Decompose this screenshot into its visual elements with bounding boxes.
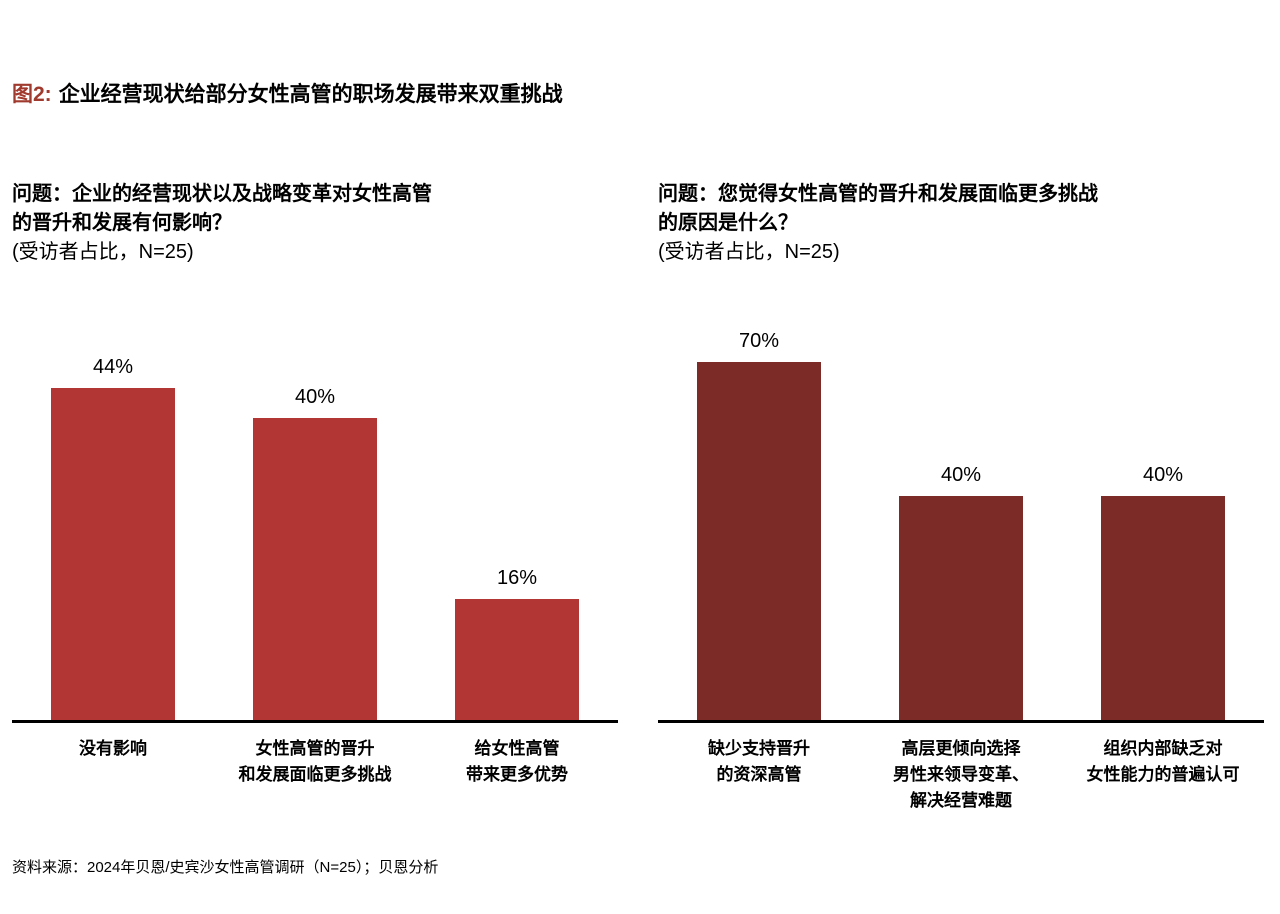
bar-slot: 40%: [860, 328, 1062, 720]
category-label: 给女性高管带来更多优势: [416, 736, 618, 788]
category-label: 女性高管的晋升 和发展面临更多挑战: [214, 736, 416, 788]
bar-slot: 40%: [1062, 328, 1264, 720]
category-labels-right: 缺少支持晋升 的资深高管 高层更倾向选择 男性来领导变革、 解决经营难题 组织内部缺乏对女…: [658, 736, 1264, 814]
category-label: 高层更倾向选择 男性来领导变革、 解决经营难题: [860, 736, 1062, 814]
source-note: 资料来源：2024年贝恩/史宾沙女性高管调研（N=25）；贝恩分析: [12, 859, 439, 876]
question-title-right: 问题：您觉得女性高管的晋升和发展面临更多挑战 的原因是什么？: [658, 180, 1264, 238]
plot-area-left: 44% 40% 16%: [12, 328, 618, 720]
figure-title: 图2: 企业经营现状给部分女性高管的职场发展带来双重挑战: [12, 82, 1264, 108]
category-label-line: 的资深高管: [716, 765, 802, 784]
bar-slot: 70%: [658, 328, 860, 720]
bar-slot: 40%: [214, 328, 416, 720]
figure-number: 图2:: [12, 83, 52, 106]
question-line: 的晋升和发展有何影响？: [12, 212, 232, 234]
question-line: 的原因是什么？: [658, 212, 798, 234]
respondent-note-left: (受访者占比，N=25): [12, 241, 194, 263]
bar: [455, 599, 579, 720]
category-label-line: 带来更多优势: [466, 765, 568, 784]
bar-slot: 16%: [416, 328, 618, 720]
bar-value-label: 70%: [738, 330, 780, 352]
bar-slot: 44%: [12, 328, 214, 720]
category-label-line: 给女性高管: [474, 739, 560, 758]
bar: [1101, 496, 1225, 720]
question-line: 问题：您觉得女性高管的晋升和发展面临更多挑战: [658, 183, 1098, 205]
category-label-line: 女性高管的晋升: [255, 739, 375, 758]
bar-value-label: 16%: [496, 567, 538, 590]
category-label-line: 没有影响: [79, 739, 147, 758]
category-label-line: 解决经营难题: [910, 791, 1012, 810]
bar-value-label: 40%: [1142, 464, 1184, 486]
category-label-line: 缺少支持晋升: [708, 739, 810, 758]
chart-right: 问题：您觉得女性高管的晋升和发展面临更多挑战 的原因是什么？ (受访者占比，N=…: [658, 180, 1264, 814]
bar-value-label: 40%: [294, 386, 336, 409]
bar: [697, 362, 821, 720]
bar-value-label: 44%: [92, 356, 134, 379]
respondent-note-right: (受访者占比，N=25): [658, 241, 840, 263]
bar: [899, 496, 1023, 720]
category-label-line: 高层更倾向选择: [901, 739, 1021, 758]
question-line: 问题：企业的经营现状以及战略变革对女性高管: [12, 183, 432, 205]
chart-left: 问题：企业的经营现状以及战略变革对女性高管 的晋升和发展有何影响？ (受访者占比…: [12, 180, 618, 814]
bar-value-label: 40%: [940, 464, 982, 486]
category-label: 没有影响: [12, 736, 214, 788]
figure-title-text: 企业经营现状给部分女性高管的职场发展带来双重挑战: [58, 83, 563, 106]
category-label: 缺少支持晋升 的资深高管: [658, 736, 860, 814]
bar: [253, 418, 377, 720]
category-label-line: 男性来领导变革、: [893, 765, 1029, 784]
plot-area-right: 70% 40% 40%: [658, 328, 1264, 720]
category-label-line: 女性能力的普遍认可: [1086, 765, 1240, 784]
category-labels-left: 没有影响 女性高管的晋升 和发展面临更多挑战 给女性高管 带来更多优势: [12, 736, 618, 788]
x-axis-line-right: [658, 720, 1264, 723]
question-title-left: 问题：企业的经营现状以及战略变革对女性高管 的晋升和发展有何影响？: [12, 180, 618, 238]
x-axis-line-left: [12, 720, 618, 723]
category-label: 组织内部缺乏对 女性能力的普遍认可: [1062, 736, 1264, 814]
category-label-line: 组织内部缺乏对: [1103, 739, 1223, 758]
category-label-line: 和发展面临更多挑战: [238, 765, 392, 784]
bar: [51, 388, 175, 720]
charts-row: 问题：企业的经营现状以及战略变革对女性高管 的晋升和发展有何影响？ (受访者占比…: [12, 180, 1264, 814]
